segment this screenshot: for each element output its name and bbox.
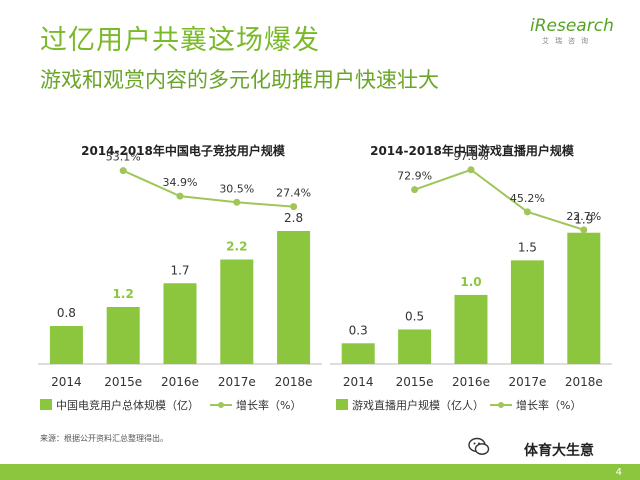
growth-label-2-2018e: 22.7%	[566, 210, 601, 223]
chart-title-1: 2014-2018年中国电子竞技用户规模	[81, 143, 286, 158]
bar-1-2017e	[220, 259, 254, 364]
legend-line-label-1: 增长率（%）	[236, 398, 301, 412]
x-tick-1-2014: 2014	[51, 375, 82, 389]
growth-point-2-2016e	[467, 166, 475, 174]
bar-2-2014	[341, 343, 375, 364]
growth-label-1-2017e: 30.5%	[219, 182, 254, 195]
bar-label-1-2017e: 2.2	[226, 240, 247, 254]
x-tick-1-2018e: 2018e	[275, 375, 313, 389]
x-tick-2-2017e: 2017e	[508, 375, 546, 389]
growth-line-1	[122, 169, 294, 208]
bar-label-2-2014: 0.3	[349, 323, 368, 337]
growth-label-1-2018e: 27.4%	[276, 187, 311, 200]
growth-point-2-2015e	[411, 186, 419, 194]
legend-line-marker-2	[498, 402, 504, 408]
legend-line-marker-1	[218, 402, 224, 408]
x-tick-2-2018e: 2018e	[565, 375, 603, 389]
x-tick-1-2017e: 2017e	[218, 375, 256, 389]
bar-1-2016e	[163, 283, 197, 364]
x-tick-2-2016e: 2016e	[452, 375, 490, 389]
legend-bar-swatch-2	[336, 399, 348, 410]
watermark-text: 体育大生意	[524, 443, 594, 459]
bar-1-2014	[49, 326, 83, 364]
growth-point-1-2016e	[176, 192, 184, 200]
bar-label-1-2014: 0.8	[57, 306, 76, 320]
growth-point-1-2018e	[290, 203, 298, 211]
growth-label-2-2015e: 72.9%	[397, 170, 432, 183]
bar-2-2018e	[567, 232, 601, 364]
bar-label-1-2018e: 2.8	[284, 211, 303, 225]
bar-label-1-2016e: 1.7	[170, 263, 189, 277]
growth-point-2-2018e	[580, 226, 588, 234]
x-tick-1-2015e: 2015e	[104, 375, 142, 389]
growth-point-1-2017e	[233, 198, 241, 206]
iresearch-logo: iResearch 艾瑞咨询	[530, 16, 616, 46]
bar-2-2016e	[454, 294, 488, 364]
logo-text: iResearch	[530, 16, 614, 36]
wechat-icon	[468, 437, 490, 455]
growth-label-1-2015e: 53.1%	[106, 151, 141, 164]
logo-subtext: 艾瑞咨询	[542, 37, 594, 45]
growth-label-1-2016e: 34.9%	[163, 176, 198, 189]
legend-bar-label-1: 中国电竞用户总体规模（亿）	[56, 398, 199, 412]
bar-label-1-2015e: 1.2	[113, 287, 134, 301]
page-subtitle: 游戏和观赏内容的多元化助推用户快速壮大	[40, 68, 439, 92]
footer-bar: 4	[0, 464, 640, 480]
x-tick-2-2014: 2014	[343, 375, 374, 389]
x-tick-1-2016e: 2016e	[161, 375, 199, 389]
page-title: 过亿用户共襄这场爆发	[40, 25, 320, 56]
bar-1-2018e	[277, 231, 311, 364]
page-number: 4	[615, 467, 622, 478]
bar-label-2-2017e: 1.5	[518, 240, 537, 254]
chart-title-2: 2014-2018年中国游戏直播用户规模	[370, 143, 575, 158]
growth-point-1-2015e	[119, 167, 127, 175]
bar-label-2-2016e: 1.0	[460, 275, 481, 289]
bar-2-2017e	[510, 260, 544, 364]
growth-label-2-2017e: 45.2%	[510, 192, 545, 205]
legend-bar-swatch-1	[40, 399, 52, 410]
legend-bar-label-2: 游戏直播用户规模（亿人）	[352, 398, 484, 412]
growth-line-2	[414, 168, 585, 231]
bar-label-2-2018e: 1.9	[574, 213, 593, 227]
growth-point-2-2017e	[523, 208, 531, 216]
bar-2-2015e	[398, 329, 432, 364]
source-note: 来源：根据公开资料汇总整理得出。	[40, 434, 168, 443]
bar-label-2-2015e: 0.5	[405, 309, 424, 323]
bar-1-2015e	[106, 307, 140, 364]
legend-line-label-2: 增长率（%）	[516, 398, 581, 412]
x-tick-2-2015e: 2015e	[396, 375, 434, 389]
growth-label-2-2016e: 97.8%	[454, 150, 489, 163]
